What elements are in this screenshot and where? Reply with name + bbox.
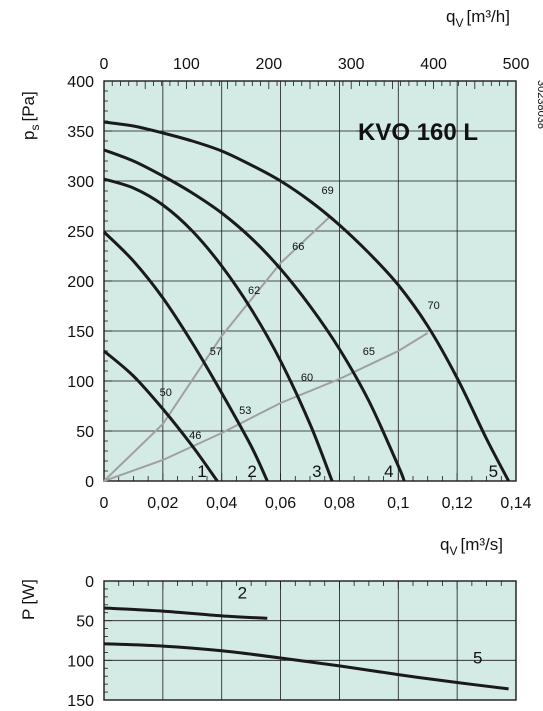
power-y-tick-label: 100 (67, 653, 94, 670)
curve-label-4: 4 (384, 462, 393, 481)
sound-level-label: 57 (210, 346, 222, 358)
sound-level-label: 66 (292, 241, 304, 253)
power-curve-label: 5 (473, 649, 482, 668)
sound-level-label: 50 (160, 387, 172, 399)
fan-curve-2 (102, 230, 269, 482)
power-y-tick-label: 0 (85, 574, 94, 591)
y-tick-label: 400 (67, 74, 94, 91)
fan-curve-3 (103, 177, 334, 482)
power-curve-5 (103, 642, 509, 691)
y-tick-label: 200 (67, 274, 94, 291)
y-tick-label: 0 (85, 474, 94, 491)
x-axis-label: qV [m³/s] (440, 535, 503, 558)
x-tick-label: 0,06 (265, 495, 296, 512)
x-tick-label: 0,04 (206, 495, 237, 512)
curve-label-2: 2 (247, 462, 256, 481)
power-curve-2 (103, 606, 268, 620)
x2-tick-label: 0 (100, 56, 109, 73)
sound-level-label: 70 (427, 300, 439, 312)
sound-level-label: 69 (322, 185, 334, 197)
curve-label-1: 1 (197, 462, 206, 481)
sound-level-label: 65 (363, 346, 375, 358)
y-axis-label: ps[Pa] (19, 91, 42, 140)
curve-label-3: 3 (312, 462, 321, 481)
x2-axis-label: qV [m³/h] (446, 7, 510, 30)
sound-level-label: 53 (239, 405, 251, 417)
power-y-axis-label: P[W] (19, 579, 38, 620)
x-tick-label: 0 (100, 495, 109, 512)
x-tick-label: 0,1 (387, 495, 409, 512)
x2-tick-label: 400 (420, 56, 447, 73)
fan-curve-4 (103, 148, 406, 482)
y-tick-label: 50 (76, 424, 94, 441)
x2-tick-label: 200 (255, 56, 282, 73)
drawing-code: 30238038 (535, 80, 543, 129)
sound-level-label: 46 (189, 430, 201, 442)
power-y-tick-label: 50 (76, 614, 94, 631)
x2-tick-label: 300 (338, 56, 365, 73)
y-tick-label: 250 (67, 224, 94, 241)
x2-tick-label: 500 (503, 56, 530, 73)
y-tick-label: 150 (67, 324, 94, 341)
y-tick-label: 300 (67, 174, 94, 191)
system-line (103, 332, 429, 482)
x-tick-label: 0,02 (147, 495, 178, 512)
sound-level-label: 60 (301, 372, 313, 384)
y-tick-label: 100 (67, 374, 94, 391)
system-line (103, 215, 332, 482)
x2-tick-label: 100 (173, 56, 200, 73)
y-tick-label: 350 (67, 124, 94, 141)
pressure-plot: 1 2 3 4 5 50 46 57 53 62 60 66 65 69 70 0 0,02 0,04 0,06 0,… (67, 56, 531, 512)
x-tick-label: 0,14 (500, 495, 531, 512)
power-y-tick-label: 150 (67, 693, 94, 710)
plot-frame (103, 80, 517, 482)
power-plot-frame (103, 580, 517, 701)
fan-curve-5 (103, 120, 510, 482)
curve-label-5: 5 (489, 462, 498, 481)
sound-level-label: 62 (248, 285, 260, 297)
chart-title: KVO 160 L (358, 119, 478, 146)
power-curve-label: 2 (238, 583, 247, 602)
x-tick-label: 0,12 (442, 495, 473, 512)
x-tick-label: 0,08 (324, 495, 355, 512)
fan-curve-1 (103, 349, 219, 482)
